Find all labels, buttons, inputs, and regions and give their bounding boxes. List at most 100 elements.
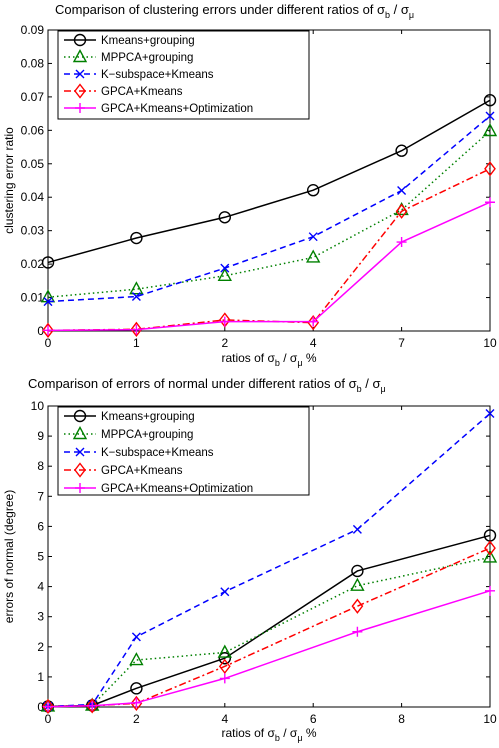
chart-2: 0 1 2 3 4 5 6 7 8 9 10 0 2 4 6 8 10 Kmeans+grouping MPPCA+… (2, 376, 498, 743)
series-kmeans-grouping-point (483, 94, 497, 107)
y-tick-label: 0.04 (21, 190, 45, 204)
x-tick-label: 0 (45, 712, 52, 726)
chart-title-sub-b: b (385, 10, 390, 20)
series-gpca-kmeans-optimization-point (396, 237, 407, 248)
chart-title-mid: / σ (362, 376, 381, 391)
y-axis-label: clustering error ratio (2, 127, 16, 234)
chart-title-mid: / σ (390, 2, 409, 17)
y-tick-label: 7 (37, 489, 44, 503)
x-axis-label-tail: % (303, 726, 317, 740)
x-axis-label: ratios of σb / σμ % (221, 726, 316, 743)
series-k-subspace-kmeans-point (308, 232, 318, 242)
series-kmeans-grouping-point (307, 183, 320, 197)
series-kmeans-grouping-point (218, 652, 232, 665)
series-gpca-kmeans-optimization (43, 197, 495, 336)
series-gpca-kmeans-point (86, 698, 99, 714)
chart-title-sub-mu: μ (380, 384, 385, 394)
series-gpca-kmeans-optimization-point (219, 316, 230, 327)
legend-label: MPPCA+grouping (101, 52, 193, 64)
legend: Kmeans+grouping MPPCA+grouping K−subspace+… (57, 30, 310, 120)
series-k-subspace-kmeans-point (485, 409, 495, 419)
series-mppca-grouping-point (306, 249, 321, 263)
legend-label: K−subspace+Kmeans (101, 447, 214, 459)
chart-title-sub-mu: μ (409, 10, 414, 20)
series-k-subspace-kmeans-point (220, 587, 230, 597)
y-tick-label: 1 (37, 670, 44, 684)
series-k-subspace-kmeans-point (397, 186, 407, 196)
series-kmeans-grouping-point (351, 564, 364, 578)
series-kmeans-grouping-point (218, 211, 232, 224)
series-gpca-kmeans-optimization-point (43, 325, 53, 336)
y-tick-label: 5 (37, 550, 44, 564)
legend-swatch-marker (75, 69, 85, 79)
y-tick-label: 3 (37, 610, 44, 624)
series-gpca-kmeans-optimization-point (308, 316, 319, 327)
series-kmeans-grouping (41, 94, 497, 269)
series-mppca-grouping-point (217, 267, 232, 282)
legend-label: GPCA+Kmeans+Optimization (101, 103, 253, 115)
legend-swatch-marker (74, 462, 86, 478)
y-tick-label: 0.06 (21, 123, 45, 137)
series-k-subspace-kmeans-point (352, 524, 362, 534)
legend-swatch-marker (73, 409, 87, 423)
legend-label: K−subspace+Kmeans (101, 69, 214, 81)
y-tick-label: 0.08 (21, 56, 45, 70)
x-axis-label-mid: / σ (280, 351, 298, 365)
x-axis-label-main: ratios of σ (221, 351, 275, 365)
series-gpca-kmeans-optimization (43, 585, 495, 712)
chart-title: Comparison of clustering errors under di… (55, 2, 414, 20)
legend-label: GPCA+Kmeans (101, 86, 183, 98)
x-axis-label-sub-mu: μ (297, 733, 302, 743)
series-k-subspace-kmeans (43, 111, 495, 307)
legend: Kmeans+grouping MPPCA+grouping K−subspace+… (57, 406, 310, 496)
series-gpca-kmeans-optimization-point (219, 673, 230, 684)
series-k-subspace-kmeans-point (485, 111, 495, 121)
series-gpca-kmeans-point (42, 322, 54, 338)
series-gpca-kmeans-optimization-point (43, 701, 53, 712)
x-axis-label-main: ratios of σ (221, 726, 275, 740)
legend-swatch-marker (75, 483, 85, 493)
series-k-subspace-kmeans-point (131, 292, 141, 302)
y-tick-label: 2 (37, 640, 44, 654)
x-tick-label: 0 (45, 336, 52, 350)
y-tick-label: 4 (37, 580, 44, 594)
y-tick-label: 6 (37, 519, 44, 533)
legend-swatch-marker (73, 33, 87, 47)
series-gpca-kmeans-point (42, 698, 54, 715)
series-gpca-kmeans-point (484, 161, 496, 177)
x-axis-label-sub-b: b (275, 358, 280, 368)
series-gpca-kmeans-point (395, 203, 408, 219)
legend-label: Kmeans+grouping (101, 35, 195, 47)
series-gpca-kmeans-optimization-point (485, 585, 495, 596)
y-tick-label: 0.02 (21, 257, 45, 271)
legend-swatch-marker (75, 447, 85, 457)
series-k-subspace-kmeans-line (47, 115, 491, 303)
series-gpca-kmeans-point (351, 598, 364, 614)
series-gpca-kmeans-optimization-line (47, 590, 491, 708)
series-gpca-kmeans-optimization-point (352, 626, 363, 637)
chart-1: 0 0.01 0.02 0.03 0.04 0.05 0.06 0.07 0.08 0.09 0 1 2… (2, 2, 498, 368)
series-mppca-grouping-point (129, 281, 144, 295)
x-axis-label-mid: / σ (280, 726, 298, 740)
series-kmeans-grouping-line (47, 99, 491, 264)
x-tick-label: 2 (221, 336, 228, 350)
x-tick-label: 10 (483, 336, 497, 350)
y-axis-label: errors of normal (degree) (2, 490, 16, 623)
series-gpca-kmeans-point (484, 540, 496, 556)
y-tick-label: 0.09 (21, 23, 45, 37)
y-tick-label: 0 (37, 700, 44, 714)
x-axis-label-tail: % (303, 351, 317, 365)
y-tick-label: 9 (37, 429, 44, 443)
legend-swatch-marker (72, 426, 88, 440)
x-tick-label: 7 (398, 336, 405, 350)
series-gpca-kmeans-optimization-point (131, 697, 142, 708)
series-mppca-grouping-point (129, 652, 144, 666)
series-k-subspace-kmeans-line (47, 412, 491, 708)
chart-title-main: Comparison of clustering errors under di… (55, 2, 385, 17)
series-gpca-kmeans-point (307, 314, 320, 331)
y-tick-label: 0.07 (21, 90, 45, 104)
x-tick-label: 4 (221, 712, 228, 726)
series-mppca-grouping-point (482, 549, 498, 563)
